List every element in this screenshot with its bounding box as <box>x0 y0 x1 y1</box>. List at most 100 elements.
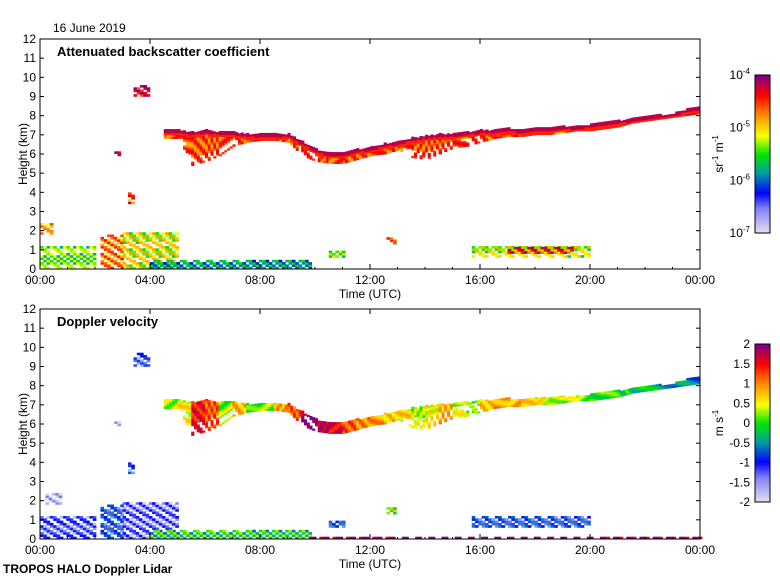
data-cell <box>422 136 426 139</box>
data-cell <box>172 246 176 249</box>
colorbar-swatch <box>755 79 770 83</box>
data-cell <box>320 158 324 161</box>
data-cell <box>301 532 306 535</box>
data-cell <box>397 410 401 413</box>
data-cell <box>185 143 189 146</box>
data-cell <box>378 145 382 148</box>
data-cell <box>581 129 585 132</box>
data-cell <box>345 423 349 426</box>
data-cell <box>224 134 228 138</box>
data-cell <box>697 380 701 383</box>
data-cell <box>125 239 130 242</box>
x-tick-label: 00:00 <box>25 273 55 287</box>
data-cell <box>416 409 420 412</box>
data-cell <box>598 394 602 397</box>
data-cell <box>224 136 228 139</box>
data-cell <box>365 536 370 540</box>
colorbar-swatch <box>755 378 770 382</box>
data-cell <box>301 536 306 540</box>
data-cell <box>534 520 539 524</box>
data-cell <box>477 141 481 144</box>
data-layer <box>40 352 703 540</box>
data-cell <box>82 266 87 270</box>
data-cell <box>598 126 602 129</box>
data-cell <box>494 516 499 519</box>
data-cell <box>639 118 643 121</box>
colorbar-swatch <box>755 472 770 476</box>
data-cell <box>315 420 319 423</box>
data-cell <box>463 137 467 140</box>
data-cell <box>196 409 200 412</box>
data-cell <box>152 504 156 508</box>
data-cell <box>367 424 371 427</box>
data-cell <box>337 155 341 159</box>
data-cell <box>394 145 398 148</box>
colorbar: 21.510.50-0.5-1-1.5-2m s-1 <box>711 337 771 509</box>
data-cell <box>454 536 459 540</box>
data-cell <box>547 520 552 524</box>
y-tick-label: 8 <box>29 379 36 393</box>
data-cell <box>168 257 173 261</box>
data-cell <box>581 127 585 130</box>
data-cell <box>403 143 407 146</box>
data-cell <box>455 408 459 411</box>
data-cell <box>221 412 225 415</box>
data-cell <box>400 410 404 413</box>
data-cell <box>436 141 440 144</box>
colorbar-swatch <box>755 166 770 170</box>
data-cell <box>194 135 198 139</box>
data-cell <box>132 252 136 256</box>
data-cell <box>331 159 335 162</box>
data-cell <box>188 139 192 142</box>
data-cell <box>100 532 105 535</box>
data-cell <box>517 246 521 250</box>
data-cell <box>326 429 330 432</box>
data-cell <box>165 527 169 531</box>
data-cell <box>623 121 627 125</box>
data-cell <box>408 410 412 414</box>
data-cell <box>56 259 61 263</box>
colorbar-swatch <box>755 484 770 488</box>
data-cell <box>425 144 429 147</box>
data-cell <box>656 384 660 387</box>
data-cell <box>497 536 502 540</box>
data-cell <box>573 127 577 130</box>
colorbar-swatch <box>755 94 770 98</box>
data-cell <box>155 520 160 524</box>
data-cell <box>254 135 258 138</box>
data-cell <box>188 416 192 419</box>
data-cell <box>212 534 217 537</box>
data-cell <box>128 471 132 475</box>
data-cell <box>416 143 420 146</box>
data-cell <box>438 152 442 155</box>
data-cell <box>573 395 577 398</box>
data-cell <box>691 382 695 386</box>
data-cell <box>43 527 47 531</box>
data-cell <box>567 255 572 258</box>
data-cell <box>449 147 453 150</box>
data-cell <box>485 137 489 140</box>
data-cell <box>262 408 266 411</box>
data-cell <box>425 422 429 425</box>
data-cell <box>361 156 365 159</box>
data-cell <box>225 534 230 537</box>
data-cell <box>194 141 198 144</box>
data-cell <box>331 157 335 161</box>
data-cell <box>113 513 118 517</box>
data-cell <box>122 241 127 244</box>
data-cell <box>433 142 437 146</box>
data-cell <box>647 115 651 118</box>
data-cell <box>664 384 668 388</box>
data-cell <box>165 502 169 505</box>
data-cell <box>301 412 305 415</box>
data-cell <box>320 156 324 159</box>
data-cell <box>389 148 393 151</box>
data-cell <box>694 378 698 381</box>
data-cell <box>580 520 585 524</box>
data-cell <box>69 250 74 254</box>
data-cell <box>56 250 61 254</box>
data-cell <box>320 152 324 156</box>
data-cell <box>168 511 173 514</box>
data-cell <box>568 400 572 403</box>
colorbar-swatch <box>755 119 770 123</box>
